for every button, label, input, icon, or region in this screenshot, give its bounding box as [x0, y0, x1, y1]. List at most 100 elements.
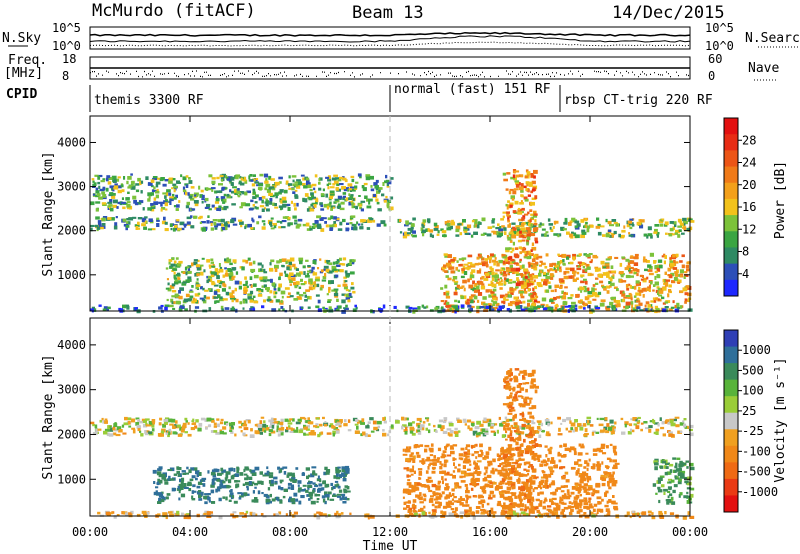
heatmap-cell — [545, 433, 549, 437]
heatmap-cell — [662, 433, 666, 437]
heatmap-cell — [263, 173, 269, 178]
heatmap-cell — [544, 445, 548, 448]
colorbar-tick-label: 4 — [742, 267, 749, 281]
heatmap-cell — [269, 482, 274, 487]
heatmap-cell — [333, 427, 338, 430]
heatmap-cell — [320, 228, 325, 232]
heatmap-cell — [657, 486, 661, 490]
heatmap-cell — [382, 304, 386, 309]
heatmap-cell — [311, 431, 316, 436]
nsearch-trace — [89, 35, 691, 43]
heatmap-cell — [519, 289, 524, 292]
heatmap-cell — [171, 487, 176, 492]
heatmap-cell — [255, 194, 259, 198]
heatmap-cell — [366, 227, 371, 230]
heatmap-cell — [579, 305, 583, 309]
heatmap-cell — [401, 425, 404, 430]
heatmap-cell — [137, 221, 140, 225]
heatmap-cell — [368, 200, 371, 205]
heatmap-cell — [526, 488, 531, 491]
heatmap-cell — [677, 281, 681, 284]
heatmap-cell — [516, 277, 519, 281]
heatmap-cell — [201, 477, 207, 480]
heatmap-cell — [669, 260, 675, 265]
heatmap-cell — [180, 481, 184, 485]
heatmap-cell — [111, 193, 116, 196]
heatmap-cell — [649, 252, 654, 257]
heatmap-cell — [518, 457, 522, 461]
heatmap-cell — [555, 506, 558, 509]
heatmap-cell — [316, 215, 322, 219]
heatmap-cell — [218, 268, 224, 273]
heatmap-cell — [128, 420, 131, 425]
heatmap-cell — [297, 218, 303, 222]
heatmap-cell — [657, 423, 660, 427]
heatmap-cell — [326, 183, 329, 186]
heatmap-cell — [582, 423, 587, 427]
heatmap-cell — [538, 428, 542, 431]
heatmap-cell — [101, 223, 106, 226]
heatmap-cell — [511, 259, 516, 264]
heatmap-cell — [233, 500, 238, 504]
heatmap-cell — [523, 468, 527, 471]
heatmap-cell — [530, 223, 533, 227]
heatmap-cell — [278, 191, 282, 195]
heatmap-cell — [562, 418, 566, 423]
heatmap-cell — [210, 274, 215, 278]
heatmap-cell — [364, 195, 368, 199]
heatmap-cell — [568, 501, 572, 505]
heatmap-cell — [502, 305, 505, 308]
heatmap-cell — [587, 294, 592, 298]
heatmap-cell — [268, 429, 274, 433]
heatmap-cell — [382, 417, 385, 421]
heatmap-cell — [274, 206, 279, 209]
heatmap-cell — [679, 290, 684, 294]
heatmap-cell — [553, 220, 557, 225]
heatmap-cell — [271, 419, 276, 422]
heatmap-cell — [604, 472, 607, 476]
heatmap-cell — [551, 512, 555, 516]
heatmap-cell — [467, 304, 472, 308]
heatmap-cell — [591, 492, 596, 495]
heatmap-cell — [545, 253, 549, 257]
heatmap-cell — [181, 282, 187, 286]
heatmap-cell — [406, 482, 412, 486]
heatmap-cell — [305, 420, 309, 424]
heatmap-cell — [531, 258, 534, 262]
heatmap-cell — [469, 463, 472, 466]
heatmap-cell — [184, 431, 188, 434]
heatmap-cell — [412, 503, 415, 506]
heatmap-cell — [517, 228, 521, 233]
heatmap-cell — [647, 269, 653, 272]
heatmap-cell — [582, 486, 587, 490]
heatmap-cell — [530, 464, 533, 467]
heatmap-cell — [527, 194, 531, 197]
heatmap-cell — [625, 301, 631, 306]
heatmap-cell — [416, 422, 421, 427]
heatmap-cell — [458, 258, 462, 261]
heatmap-cell — [251, 472, 257, 476]
heatmap-cell — [438, 497, 442, 500]
heatmap-cell — [166, 493, 171, 496]
heatmap-cell — [575, 505, 579, 510]
heatmap-cell — [193, 261, 198, 266]
heatmap-cell — [276, 425, 279, 430]
heatmap-cell — [629, 260, 635, 264]
heatmap-cell — [411, 432, 416, 436]
nsky-tick-top: 10^5 — [52, 21, 81, 35]
heatmap-cell — [222, 426, 227, 430]
heatmap-cell — [236, 469, 240, 474]
heatmap-cell — [108, 177, 113, 180]
heatmap-cell — [168, 475, 171, 479]
heatmap-cell — [572, 256, 575, 261]
heatmap-cell — [531, 224, 537, 228]
y-tick-label: 1000 — [57, 268, 86, 282]
heatmap-cell — [105, 187, 109, 192]
heatmap-cell — [505, 203, 508, 207]
heatmap-cell — [207, 187, 212, 191]
heatmap-cell — [540, 460, 544, 463]
heatmap-cell — [173, 271, 176, 275]
heatmap-cell — [563, 291, 566, 295]
heatmap-cell — [417, 495, 420, 499]
heatmap-cell — [216, 196, 219, 199]
